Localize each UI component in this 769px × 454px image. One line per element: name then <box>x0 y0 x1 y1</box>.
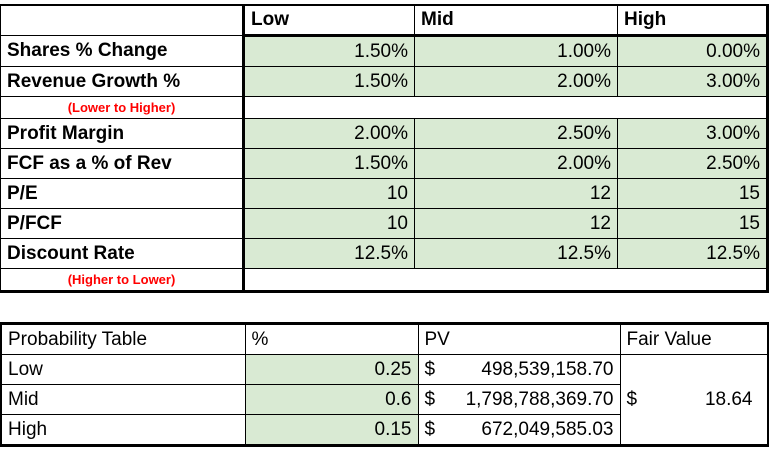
pv-amount-text: 672,049,585.03 <box>481 418 614 440</box>
column-header-low[interactable]: Low <box>242 4 415 37</box>
table-row: Probability Table % PV Fair Value <box>0 323 769 355</box>
table-row: High 0.15 $ 672,049,585.03 <box>0 414 768 446</box>
table-row: Revenue Growth % 1.50% 2.00% 3.00% <box>0 66 768 97</box>
revenue-growth-low-cell[interactable]: 1.50% <box>242 66 415 97</box>
currency-symbol: $ <box>626 388 638 410</box>
row-label-shares-pct-change[interactable]: Shares % Change <box>0 35 244 67</box>
table-row: (Higher to Lower) <box>0 268 768 292</box>
empty-annotation-cell[interactable] <box>242 96 768 119</box>
pv-low-amount: $ 498,539,158.70 <box>425 359 614 381</box>
pe-mid-cell[interactable]: 12 <box>414 178 618 209</box>
prob-row-label-mid[interactable]: Mid <box>0 384 246 415</box>
fcf-pct-mid-cell[interactable]: 2.00% <box>414 148 618 179</box>
pv-high-cell[interactable]: $ 672,049,585.03 <box>417 414 621 446</box>
revenue-growth-high-cell[interactable]: 3.00% <box>617 66 768 97</box>
pv-amount-text: 1,798,788,369.70 <box>465 388 614 410</box>
revenue-growth-mid-cell[interactable]: 2.00% <box>414 66 618 97</box>
shares-pct-change-mid-cell[interactable]: 1.00% <box>414 35 618 67</box>
pe-high-cell[interactable]: 15 <box>617 178 768 209</box>
table-row: (Lower to Higher) <box>0 96 768 119</box>
discount-rate-low-cell[interactable]: 12.5% <box>242 238 415 269</box>
pv-mid-amount: $ 1,798,788,369.70 <box>425 389 614 411</box>
pfcf-high-cell[interactable]: 15 <box>617 208 768 239</box>
currency-symbol: $ <box>424 388 436 410</box>
row-label-discount-rate[interactable]: Discount Rate <box>0 238 244 269</box>
prob-row-label-high[interactable]: High <box>0 414 246 446</box>
table-row: Low Mid High <box>0 4 768 37</box>
pfcf-mid-cell[interactable]: 12 <box>414 208 618 239</box>
probability-table: Probability Table % PV Fair Value Low 0.… <box>0 322 769 447</box>
row-label-fcf-pct-of-rev[interactable]: FCF as a % of Rev <box>0 148 244 179</box>
table-row: P/E 10 12 15 <box>0 178 768 209</box>
pv-column-header[interactable]: PV <box>417 323 621 355</box>
table-row: Shares % Change 1.50% 1.00% 0.00% <box>0 35 768 67</box>
profit-margin-mid-cell[interactable]: 2.50% <box>414 118 618 149</box>
prob-row-label-low[interactable]: Low <box>0 354 246 385</box>
fair-value-column-header[interactable]: Fair Value <box>619 323 769 355</box>
fair-value-cell[interactable]: $ 18.64 <box>619 354 769 446</box>
column-header-mid[interactable]: Mid <box>414 4 618 37</box>
pv-amount-text: 498,539,158.70 <box>481 358 614 380</box>
fcf-pct-low-cell[interactable]: 1.50% <box>242 148 415 179</box>
pfcf-low-cell[interactable]: 10 <box>242 208 415 239</box>
pv-low-cell[interactable]: $ 498,539,158.70 <box>417 354 621 385</box>
table-row: Discount Rate 12.5% 12.5% 12.5% <box>0 238 768 269</box>
empty-annotation-cell[interactable] <box>242 268 768 292</box>
table-row: P/FCF 10 12 15 <box>0 208 768 239</box>
fair-value-text: 18.64 <box>704 388 753 410</box>
probability-low-cell[interactable]: 0.25 <box>244 354 419 385</box>
discount-rate-mid-cell[interactable]: 12.5% <box>414 238 618 269</box>
fcf-pct-high-cell[interactable]: 2.50% <box>617 148 768 179</box>
row-label-revenue-growth[interactable]: Revenue Growth % <box>0 66 244 97</box>
column-header-high[interactable]: High <box>617 4 768 37</box>
profit-margin-high-cell[interactable]: 3.00% <box>617 118 768 149</box>
probability-high-cell[interactable]: 0.15 <box>244 414 419 446</box>
fair-value-amount: $ 18.64 <box>627 389 753 411</box>
row-label-profit-margin[interactable]: Profit Margin <box>0 118 244 149</box>
pv-mid-cell[interactable]: $ 1,798,788,369.70 <box>417 384 621 415</box>
percent-column-header[interactable]: % <box>244 323 419 355</box>
probability-mid-cell[interactable]: 0.6 <box>244 384 419 415</box>
discount-rate-high-cell[interactable]: 12.5% <box>617 238 768 269</box>
assumptions-table: Low Mid High Shares % Change 1.50% 1.00%… <box>0 4 769 293</box>
probability-table-header[interactable]: Probability Table <box>0 323 246 355</box>
annotation-higher-to-lower: (Higher to Lower) <box>0 268 244 292</box>
annotation-lower-to-higher: (Lower to Higher) <box>0 96 244 119</box>
table-row: Profit Margin 2.00% 2.50% 3.00% <box>0 118 768 149</box>
table-row: FCF as a % of Rev 1.50% 2.00% 2.50% <box>0 148 768 179</box>
row-label-pfcf[interactable]: P/FCF <box>0 208 244 239</box>
row-label-pe[interactable]: P/E <box>0 178 244 209</box>
profit-margin-low-cell[interactable]: 2.00% <box>242 118 415 149</box>
currency-symbol: $ <box>424 418 436 440</box>
shares-pct-change-low-cell[interactable]: 1.50% <box>242 35 415 67</box>
pe-low-cell[interactable]: 10 <box>242 178 415 209</box>
table-row: Low 0.25 $ 498,539,158.70 $ 18.64 <box>0 354 769 446</box>
table-row: Mid 0.6 $ 1,798,788,369.70 <box>0 384 768 415</box>
currency-symbol: $ <box>424 358 436 380</box>
assumptions-corner-cell[interactable] <box>0 4 244 36</box>
shares-pct-change-high-cell[interactable]: 0.00% <box>617 35 768 67</box>
pv-high-amount: $ 672,049,585.03 <box>425 419 614 441</box>
